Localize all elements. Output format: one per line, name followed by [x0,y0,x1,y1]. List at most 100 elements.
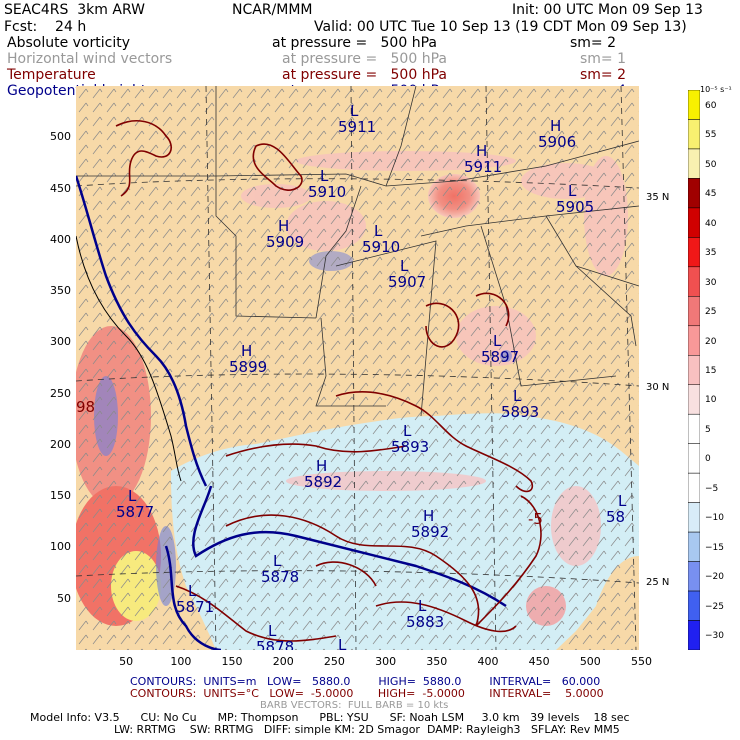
hl-marker: L [513,387,522,405]
hl-value: 5878 [256,638,294,650]
colorbar-swatch [688,207,700,238]
org-label: NCAR/MMM [232,2,313,18]
field-smoothing: sm= 2 [570,35,617,51]
colorbar-swatch [688,178,700,209]
hl-marker: H [476,142,487,160]
colorbar-level: 35 [705,248,717,259]
colorbar-swatch [688,296,700,327]
hl-value: 5892 [411,523,449,541]
colorbar-level: 30 [705,277,717,288]
y-tick-label: 250 [50,386,71,400]
temperature-contours [115,120,542,642]
colorbar-swatch [688,531,700,562]
colorbar-level: 20 [705,336,717,347]
hl-marker: L [618,492,627,510]
colorbar-swatch [688,472,700,503]
colorbar-level: 55 [705,130,717,141]
colorbar-level: −5 [705,483,719,494]
height-contours [74,175,507,652]
state-borders [76,85,640,417]
barb-info: BARB VECTORS: FULL BARB = 10 kts [260,700,449,711]
hl-value: 5899 [229,358,267,376]
x-tick-label: 150 [221,655,243,668]
x-tick-label: 550 [631,655,652,668]
colorbar-swatch [688,90,700,120]
field-level: at pressure = 500 hPa [272,35,437,51]
field-level: at pressure = 500 hPa [282,51,447,67]
forecast-hour: Fcst: 24 h [4,19,87,35]
colorbar-swatch [688,266,700,297]
hl-marker: H [423,507,434,525]
y-tick-label: 100 [50,540,71,554]
field-name: Absolute vorticity [7,35,130,51]
colorbar-swatch [688,325,700,356]
hl-marker: L [374,222,383,240]
field-name: Temperature [7,67,96,83]
x-tick-label: 500 [579,655,601,668]
x-tick-label: 50 [119,655,134,668]
hl-value: 5906 [538,133,576,151]
hl-marker: L [350,102,359,120]
map-panel: L 5911 H 5906 H 5911 L 5910 L 5905 H 5909 L 5910 L 5907… [71,78,646,670]
colorbar-level: −25 [705,601,724,612]
hl-marker: H [550,117,561,135]
colorbar-level: 45 [705,189,717,200]
lon-label: 80 W [620,86,639,89]
hl-marker: L [493,332,502,350]
hl-marker: L [273,552,282,570]
colorbar-swatch [688,561,700,592]
colorbar-level: 5 [705,424,711,435]
hl-value: 58 [606,508,625,526]
y-tick-label: 50 [57,591,71,605]
hl-marker: L [188,582,197,600]
lat-label: 35 N [646,192,670,203]
hl-value: 5892 [304,473,342,491]
hl-marker: L [338,636,347,650]
x-tick-label: 350 [426,655,448,668]
field-smoothing: sm= 1 [580,51,627,67]
us-mexico-border [75,235,182,482]
colorbar-swatch [688,148,700,179]
y-tick-label: 500 [50,130,71,144]
x-tick-label: 300 [375,655,397,668]
colorbar-swatch [688,502,700,533]
colorbar-level: −30 [705,631,724,642]
valid-time: Valid: 00 UTC Tue 10 Sep 13 (19 CDT Mon … [314,19,687,35]
colorbar-swatch [688,237,700,268]
colorbar-swatch [688,384,700,415]
init-time: Init: 00 UTC Mon 09 Sep 13 [512,2,703,18]
field-smoothing: sm= 2 [580,67,627,83]
x-tick-label: 400 [477,655,499,668]
hl-marker: H [241,342,252,360]
hl-value: 5910 [308,183,346,201]
hl-value: 5893 [501,403,539,421]
colorbar-level: 25 [705,307,717,318]
hl-marker: L [128,487,137,505]
colorbar-swatch [688,413,700,444]
hl-value: 5877 [116,503,154,521]
hl-value: 5893 [391,438,429,456]
colorbar-level: −10 [705,513,724,524]
lat-label: 30 N [646,382,670,393]
colorbar-swatch [688,590,700,621]
hl-value: 5871 [176,598,214,616]
hl-marker: L [268,622,277,640]
hl-marker: H [278,217,289,235]
colorbar-level: 10 [705,395,717,406]
y-tick-label: 200 [50,437,71,451]
colorbar-level: 50 [705,159,717,170]
y-tick-label: 450 [50,181,71,195]
y-tick-label: 350 [50,284,71,298]
x-tick-label: 450 [528,655,550,668]
hl-value: 5883 [406,613,444,631]
y-tick-label: 300 [50,335,71,349]
hl-value: 5911 [338,118,376,136]
hl-value: 5907 [388,273,426,291]
colorbar [688,90,700,650]
model-physics: LW: RRTMG SW: RRTMG DIFF: simple KM: 2D … [114,723,620,736]
lat-lon-grid [75,85,640,651]
x-tick-label: 100 [170,655,192,668]
hl-marker: L [568,182,577,200]
